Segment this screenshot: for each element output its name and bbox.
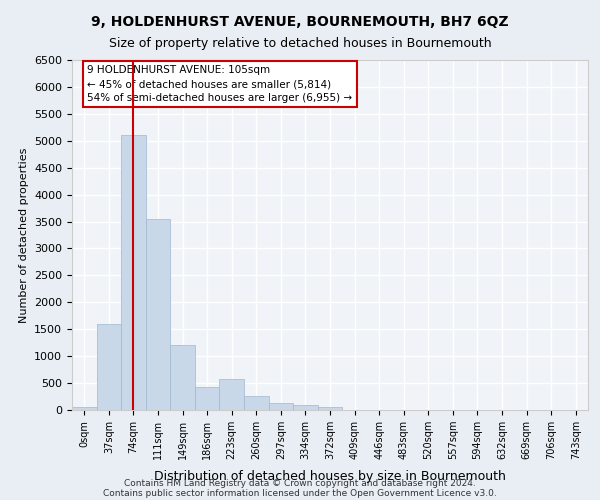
Text: Size of property relative to detached houses in Bournemouth: Size of property relative to detached ho… [109, 38, 491, 51]
Text: 9 HOLDENHURST AVENUE: 105sqm
← 45% of detached houses are smaller (5,814)
54% of: 9 HOLDENHURST AVENUE: 105sqm ← 45% of de… [88, 66, 353, 104]
Text: Contains public sector information licensed under the Open Government Licence v3: Contains public sector information licen… [103, 488, 497, 498]
Bar [195, 388, 220, 410]
Y-axis label: Number of detached properties: Number of detached properties [19, 148, 29, 322]
Text: Contains HM Land Registry data © Crown copyright and database right 2024.: Contains HM Land Registry data © Crown c… [124, 478, 476, 488]
Bar [170, 346, 195, 410]
Bar [72, 408, 97, 410]
Bar [146, 219, 170, 410]
Bar [318, 408, 342, 410]
Bar [97, 324, 121, 410]
Bar [220, 379, 244, 410]
Bar [269, 403, 293, 410]
Bar [244, 396, 269, 410]
X-axis label: Distribution of detached houses by size in Bournemouth: Distribution of detached houses by size … [154, 470, 506, 484]
Text: 9, HOLDENHURST AVENUE, BOURNEMOUTH, BH7 6QZ: 9, HOLDENHURST AVENUE, BOURNEMOUTH, BH7 … [91, 15, 509, 29]
Bar [293, 406, 318, 410]
Bar [121, 136, 146, 410]
